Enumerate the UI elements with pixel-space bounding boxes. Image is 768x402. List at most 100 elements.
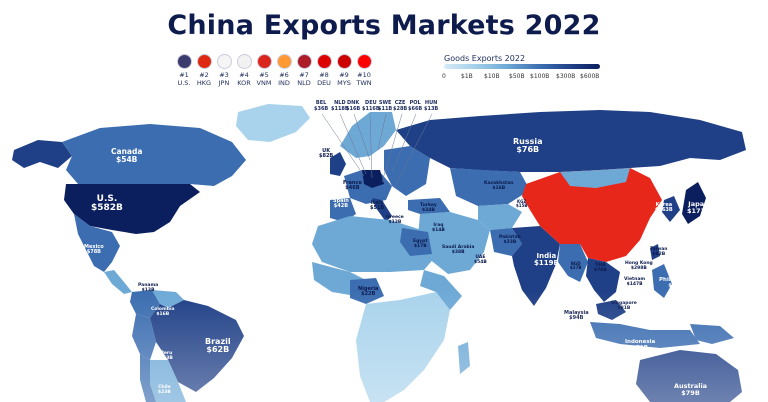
country-value: $34B bbox=[422, 207, 435, 213]
rank-number: #1 bbox=[179, 71, 189, 79]
country-name: UAE bbox=[475, 255, 486, 260]
callout-code: NLD bbox=[334, 100, 346, 106]
region-mongolia bbox=[560, 168, 630, 188]
country-value: $27B bbox=[570, 265, 582, 271]
rank-item-deu: #8 DEU bbox=[313, 54, 335, 87]
label-vietnam: Vietnam $147B bbox=[624, 277, 645, 287]
rank-country-code: DEU bbox=[317, 79, 331, 87]
region-china bbox=[522, 168, 662, 262]
flag-icon bbox=[276, 54, 292, 69]
label-spain: Spain $42B bbox=[333, 198, 349, 210]
callout-code: SWE bbox=[378, 100, 392, 106]
label-taiwan: Taiwan $82B bbox=[650, 247, 667, 257]
country-name: Singapore bbox=[611, 301, 637, 306]
page-title: China Exports Markets 2022 bbox=[167, 10, 601, 41]
legend-title: Goods Exports 2022 bbox=[444, 54, 526, 63]
callout-code: BEL bbox=[315, 100, 327, 106]
region-greenland bbox=[236, 104, 310, 142]
callout-pol: POL $66B bbox=[408, 100, 422, 112]
callout-value: $16B bbox=[346, 106, 361, 112]
country-name: Kazakhstan bbox=[484, 181, 514, 186]
country-value: $16B bbox=[492, 185, 506, 191]
country-value: $15B bbox=[516, 203, 528, 209]
flag-icon bbox=[216, 54, 232, 69]
region-japan bbox=[682, 182, 706, 224]
country-name: BGD bbox=[570, 261, 581, 266]
region-mexico bbox=[74, 214, 120, 272]
callout-value: $66B bbox=[408, 106, 423, 112]
label-japan: Japan $173B bbox=[687, 201, 710, 215]
flag-icon bbox=[316, 54, 332, 69]
callout-value: $11B bbox=[378, 106, 393, 112]
label-panama: Panama $13B bbox=[138, 283, 159, 293]
country-value: $119B bbox=[534, 259, 559, 268]
region-canada bbox=[62, 124, 246, 186]
region-turkey bbox=[408, 198, 450, 214]
country-name: Saudi Arabia bbox=[442, 245, 475, 250]
country-value: $76B bbox=[516, 145, 540, 155]
country-value: $13B bbox=[160, 355, 173, 361]
label-russia: Russia $76B bbox=[513, 137, 543, 155]
country-value: $81B bbox=[617, 305, 631, 311]
country-value: $17B bbox=[413, 243, 427, 249]
region-chile bbox=[140, 354, 156, 402]
label-bangladesh: BGD $27B bbox=[570, 261, 582, 271]
country-value: $13B bbox=[388, 219, 402, 225]
rank-country-code: VNM bbox=[256, 79, 272, 87]
country-value: $23B bbox=[158, 389, 171, 395]
country-name: Brazil bbox=[205, 337, 231, 346]
region-madagascar bbox=[458, 342, 470, 374]
legend-tick-label: $300B bbox=[556, 73, 576, 80]
rank-item-vnm: #5 VNM bbox=[253, 54, 275, 87]
region-east-europe bbox=[384, 146, 430, 196]
country-name: Iraq bbox=[433, 223, 444, 228]
rank-country-code: TWN bbox=[356, 79, 372, 87]
callout-value: $116B bbox=[362, 106, 380, 112]
country-name: Turkey bbox=[420, 203, 437, 208]
rank-number: #6 bbox=[279, 71, 289, 79]
country-value: $23B bbox=[503, 239, 517, 245]
rank-number: #5 bbox=[259, 71, 269, 79]
label-france: France $46B bbox=[343, 180, 362, 192]
region-kazakhstan bbox=[450, 168, 530, 206]
label-india: India $119B bbox=[534, 252, 559, 268]
rank-item-nld: #7 NLD bbox=[293, 54, 315, 87]
rank-number: #9 bbox=[339, 71, 349, 79]
region-iberia bbox=[330, 198, 356, 222]
region-korea bbox=[662, 196, 680, 222]
callout-code: CZE bbox=[394, 100, 406, 106]
region-bolivia-argentina bbox=[150, 360, 186, 402]
rank-number: #7 bbox=[299, 71, 309, 79]
country-name: Peru bbox=[160, 351, 173, 356]
callout-value: $28B bbox=[393, 106, 408, 112]
callout-value: $118B bbox=[331, 106, 349, 112]
callout-cze: CZE $28B bbox=[393, 100, 407, 112]
flag-icon bbox=[256, 54, 272, 69]
label-peru: Peru $13B bbox=[160, 351, 173, 361]
callout-code: DEU bbox=[365, 100, 377, 106]
label-egypt: Egypt $17B bbox=[413, 239, 428, 249]
region-malaysia bbox=[596, 300, 626, 320]
region-bangladesh-myanmar bbox=[558, 244, 588, 282]
label-brazil: Brazil $62B bbox=[205, 337, 231, 355]
legend-tick-label: $10B bbox=[484, 73, 500, 80]
country-name: KGZ bbox=[517, 199, 527, 204]
legend-tick-label: 0 bbox=[442, 73, 446, 80]
country-name: Nigeria bbox=[358, 286, 379, 292]
region-central-asia bbox=[478, 204, 522, 230]
region-central-africa bbox=[356, 292, 450, 402]
country-name: Panama bbox=[138, 283, 159, 288]
rank-country-code: JPN bbox=[218, 79, 230, 87]
rank-number: #4 bbox=[239, 71, 249, 79]
region-nigeria bbox=[350, 278, 384, 304]
callout-hun: HUN $13B bbox=[424, 100, 438, 112]
label-italy: Italy $51B bbox=[370, 200, 384, 212]
rank-number: #10 bbox=[357, 71, 371, 79]
callout-dnk: DNK $16B bbox=[346, 100, 360, 112]
rank-item-ind: #6 IND bbox=[273, 54, 295, 87]
region-australia bbox=[636, 350, 742, 402]
region-us bbox=[64, 184, 200, 234]
country-value: $54B bbox=[474, 259, 487, 265]
label-kazakhstan: Kazakhstan $16B bbox=[484, 181, 514, 191]
